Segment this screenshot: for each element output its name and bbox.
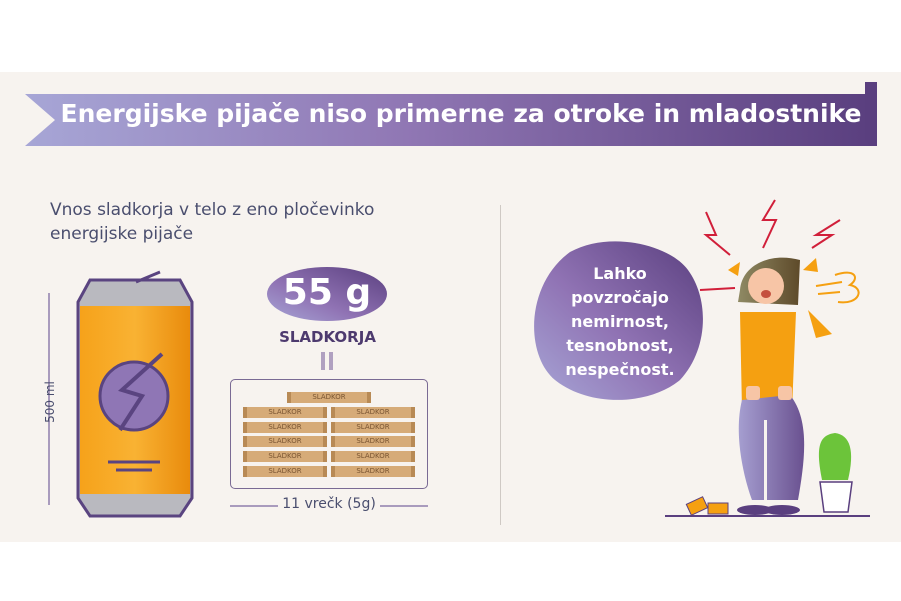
banner-shape (25, 82, 877, 146)
stressed-person-illustration (534, 199, 870, 517)
sugar-sachet: SLADKOR (287, 392, 371, 403)
sachet-count-label: 11 vrečk (5g) (282, 496, 376, 512)
sugar-sachet: SLADKOR (331, 407, 415, 418)
section-divider (500, 205, 501, 525)
puff-icon (815, 271, 860, 304)
effects-text: Lahko povzročajo nemirnost, tesnobnost, … (565, 264, 675, 379)
burst-marks (728, 258, 832, 338)
can-volume-label: 500 ml (43, 381, 57, 423)
sugar-sachet: SLADKOR (331, 466, 415, 477)
sugar-sachet: SLADKOR (243, 466, 327, 477)
sugar-label: SLADKORJA (279, 328, 376, 346)
equals-sign (321, 352, 333, 370)
sugar-sachet: SLADKOR (243, 451, 327, 462)
sugar-amount: 55 g (282, 272, 372, 313)
speech-bubble (534, 241, 703, 400)
sugar-sachet: SLADKOR (243, 436, 327, 447)
sugar-sachet: SLADKOR (331, 451, 415, 462)
pants (738, 395, 805, 500)
sugar-sachet: SLADKOR (331, 436, 415, 447)
stress-lines (699, 199, 841, 291)
energy-can-icon (76, 270, 194, 518)
sugar-sachet: SLADKOR (331, 422, 415, 433)
sugar-amount-badge (267, 267, 387, 321)
sugar-sachet: SLADKOR (243, 422, 327, 433)
fallen-cans (685, 496, 729, 516)
sugar-sachets-box: SLADKOR SLADKOR SLADKOR SLADKOR SLADKOR … (230, 379, 428, 489)
face (748, 268, 784, 304)
title-banner: Energijske pijače niso primerne za otrok… (25, 82, 877, 150)
subtitle: Vnos sladkorja v telo z eno pločevinko e… (50, 200, 375, 244)
sachet-count: 11 vrečk (5g) (230, 496, 428, 512)
sugar-sachet: SLADKOR (243, 407, 327, 418)
shirt (740, 312, 796, 410)
cactus-icon (818, 433, 853, 513)
page-title: Energijske pijače niso primerne za otrok… (60, 99, 862, 128)
volume-line (48, 293, 50, 505)
